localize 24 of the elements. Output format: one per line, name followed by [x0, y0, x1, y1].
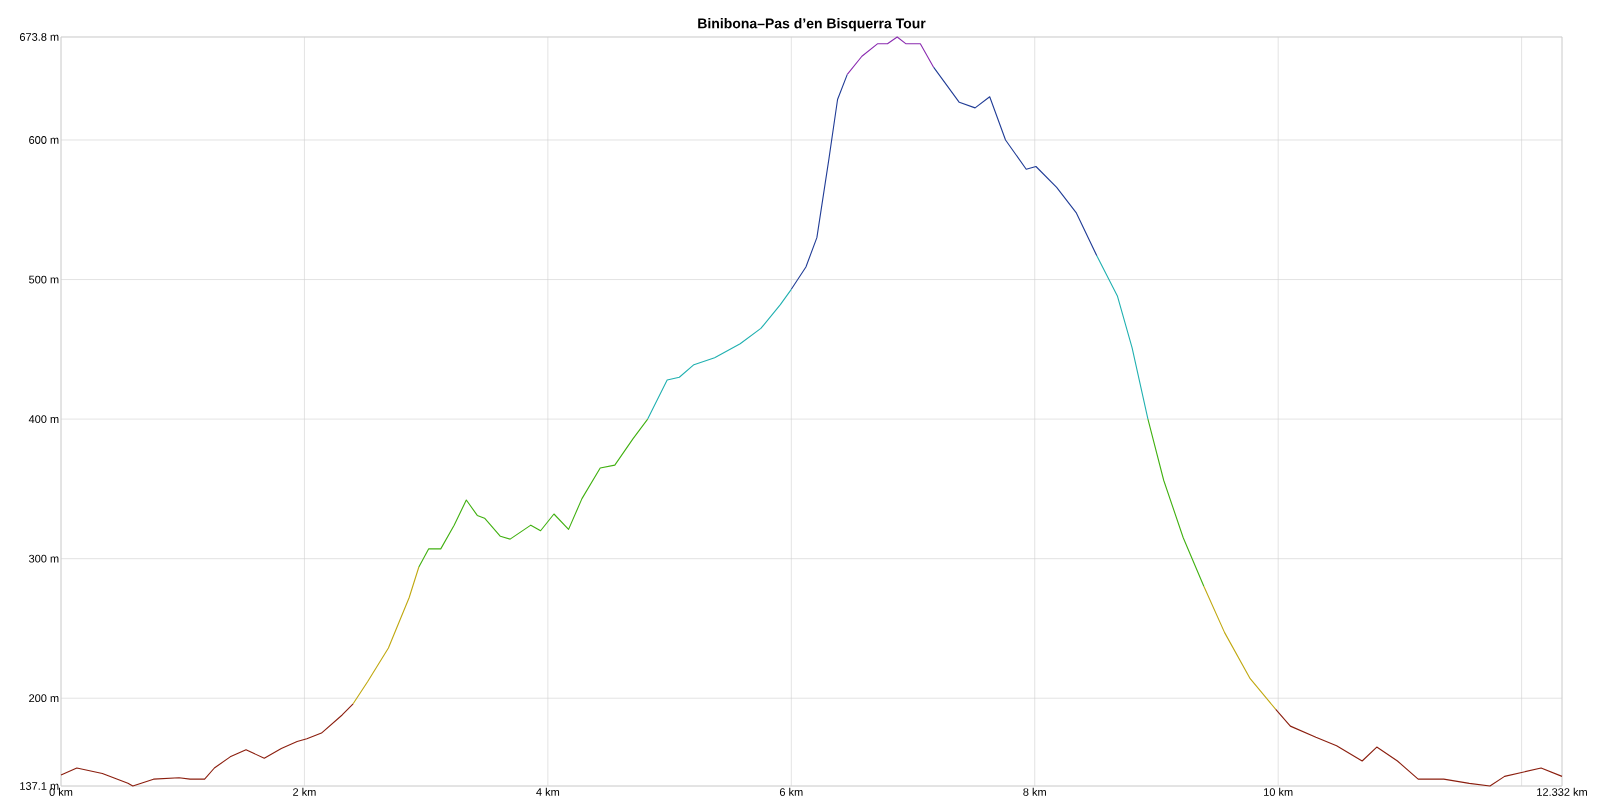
x-tick-label: 6 km	[779, 787, 803, 796]
y-tick-label: 500 m	[29, 275, 59, 284]
line-series	[1275, 708, 1563, 787]
line-series	[846, 36, 935, 75]
line-series	[1203, 586, 1277, 710]
y-tick-label: 600 m	[29, 136, 59, 144]
x-tick-label: 10 km	[1264, 787, 1293, 796]
line-series	[60, 703, 354, 787]
line-series	[352, 566, 420, 705]
line-series	[1096, 255, 1149, 420]
line-series	[933, 66, 1098, 257]
x-tick-label: 2 km	[293, 787, 316, 796]
line-series	[418, 418, 649, 568]
x-tick-label: 12.332 km	[1537, 787, 1587, 796]
y-tick-label: 673.8 m	[19, 33, 59, 41]
line-series	[1147, 418, 1205, 588]
line-series	[647, 288, 792, 420]
chart-title: Binibona–Pas d’en Bisquerra Tour	[698, 18, 926, 32]
line-series	[790, 73, 848, 290]
y-tick-label: 200 m	[29, 694, 59, 703]
y-tick-label: 300 m	[28, 554, 59, 563]
x-tick-label: 8 km	[1023, 787, 1046, 796]
y-tick-label: 400 m	[28, 415, 59, 423]
x-tick-label: 4 km	[536, 787, 560, 796]
